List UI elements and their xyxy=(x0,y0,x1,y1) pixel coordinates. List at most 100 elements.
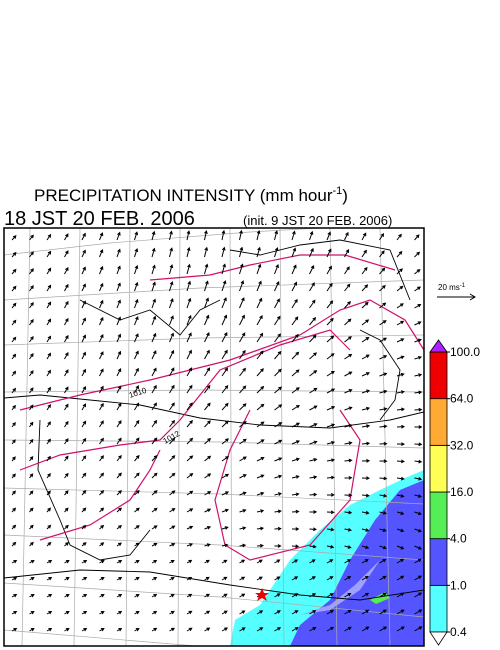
wind-arrow xyxy=(186,384,193,394)
title-close: ) xyxy=(342,186,348,205)
wind-arrow xyxy=(256,385,265,394)
wind-arrow xyxy=(239,280,245,292)
wind-arrow xyxy=(99,593,105,598)
wind-arrow xyxy=(344,318,352,326)
wind-arrow xyxy=(64,576,70,581)
wind-arrow xyxy=(116,368,122,377)
wind-arrow xyxy=(414,286,421,292)
wind-arrow xyxy=(326,370,335,377)
wind-arrow xyxy=(116,385,122,394)
wind-arrow xyxy=(274,315,281,326)
wind-arrow xyxy=(204,593,210,598)
wind-arrow xyxy=(186,490,194,496)
wind-arrow xyxy=(151,350,157,360)
wind-arrow xyxy=(151,281,156,292)
wind-arrow xyxy=(99,232,104,241)
wind-arrow xyxy=(204,384,211,394)
wind-arrow xyxy=(361,510,370,515)
wind-arrow xyxy=(414,558,422,564)
wind-arrow xyxy=(361,354,370,360)
wind-arrow xyxy=(344,336,352,343)
wind-arrow xyxy=(361,626,370,632)
wind-arrow xyxy=(46,473,51,479)
wind-arrow xyxy=(29,524,34,530)
wind-arrow xyxy=(309,317,317,326)
wind-arrow xyxy=(291,492,300,497)
wind-arrow xyxy=(396,285,404,292)
wind-arrow xyxy=(99,402,104,411)
wind-arrow xyxy=(326,559,334,564)
wind-arrow xyxy=(64,250,69,258)
wind-arrow xyxy=(396,250,403,258)
wind-arrow xyxy=(204,420,211,428)
wind-arrow xyxy=(29,387,34,394)
wind-arrow xyxy=(221,473,230,479)
wind-arrow xyxy=(239,246,244,258)
wind-arrow xyxy=(46,610,53,615)
wind-arrow xyxy=(169,455,176,462)
wind-arrow xyxy=(379,493,388,498)
wind-arrow xyxy=(361,266,368,275)
wind-arrow xyxy=(361,249,367,258)
wind-arrow xyxy=(291,475,300,479)
wind-arrow xyxy=(29,541,34,547)
wind-arrow xyxy=(361,301,369,309)
wind-arrow xyxy=(134,402,140,411)
wind-arrow xyxy=(239,314,245,326)
wind-arrow xyxy=(11,302,17,309)
wind-arrow xyxy=(256,421,265,428)
wind-arrow xyxy=(99,455,104,462)
wind-arrow xyxy=(46,284,52,292)
wind-arrow xyxy=(414,390,423,395)
wind-arrow xyxy=(326,406,336,411)
wind-arrow xyxy=(221,456,230,462)
wind-arrow xyxy=(274,230,279,241)
wind-arrow xyxy=(99,368,104,377)
wind-arrow xyxy=(239,385,247,394)
colorbar-label: 0.4 xyxy=(450,625,467,639)
wind-arrow xyxy=(256,559,263,564)
wind-arrow xyxy=(204,576,210,581)
wind-arrow xyxy=(134,610,140,615)
wind-arrow xyxy=(11,541,17,547)
wind-arrow xyxy=(186,297,192,309)
wind-arrow xyxy=(46,524,52,530)
wind-arrow xyxy=(309,230,314,241)
wind-arrow xyxy=(134,542,140,547)
wind-arrow xyxy=(274,610,281,615)
wind-arrow xyxy=(309,475,318,480)
wind-arrow xyxy=(29,438,34,445)
wind-arrow xyxy=(11,507,17,513)
colorbar: 0.4 1.0 4.0 16.0 32.0 64.0 100.0 xyxy=(429,339,480,646)
wind-arrow xyxy=(151,419,158,428)
wind-arrow xyxy=(81,266,86,275)
wind-arrow xyxy=(151,367,157,377)
wind-arrow xyxy=(361,476,370,481)
wind-arrow xyxy=(291,610,299,615)
wind-arrow xyxy=(344,576,352,581)
wind-arrow xyxy=(134,315,139,326)
wind-arrow xyxy=(29,490,34,496)
wind-arrow xyxy=(309,559,316,564)
wind-arrow xyxy=(151,332,157,343)
wind-arrow xyxy=(204,246,209,258)
wind-arrow xyxy=(204,559,210,564)
valid-time: 18 JST 20 FEB. 2006 xyxy=(4,208,195,230)
wind-arrow xyxy=(344,510,353,515)
wind-arrow xyxy=(11,439,16,445)
colorbar-segment xyxy=(429,538,448,586)
wind-arrow xyxy=(29,559,35,564)
wind-arrow xyxy=(186,455,194,462)
wind-arrow xyxy=(326,458,336,463)
wind-arrow xyxy=(81,437,87,445)
wind-arrow xyxy=(99,248,104,258)
wind-arrow xyxy=(46,352,52,360)
wind-arrow xyxy=(361,458,371,463)
wind-arrow xyxy=(81,249,86,258)
wind-arrow xyxy=(204,508,212,513)
wind-arrow xyxy=(361,372,370,377)
wind-arrow xyxy=(221,297,227,309)
wind-arrow xyxy=(64,524,69,530)
wind-arrow xyxy=(204,280,209,292)
